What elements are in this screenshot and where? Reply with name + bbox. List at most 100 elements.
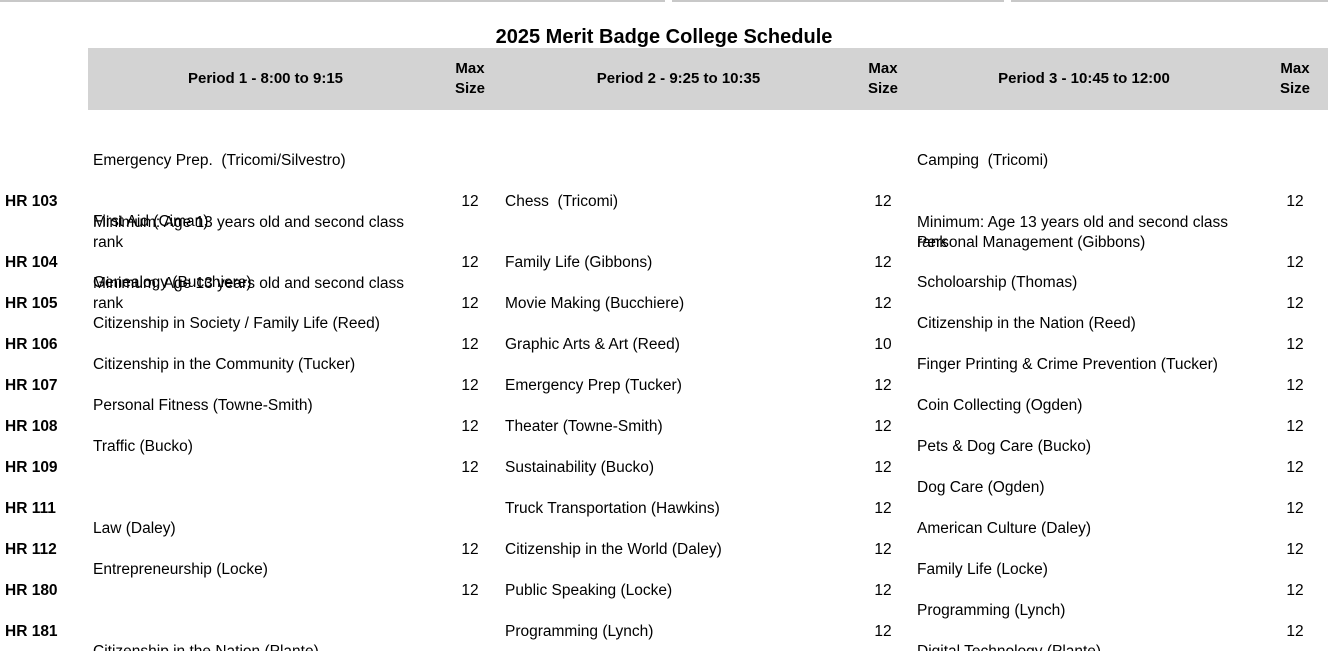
period2-max-size: 12 bbox=[874, 499, 892, 517]
class-name: Citizenship in the Community (Tucker) bbox=[93, 356, 356, 373]
class-name: Citizenship in the World (Daley) bbox=[505, 540, 722, 558]
table-row: HR 180 Entrepreneurship (Locke) 12 Publi… bbox=[0, 519, 1328, 599]
period3-max-size: 12 bbox=[1286, 499, 1304, 517]
period1-class-cell: Emergency Prep. (Tricomi/Silvestro) Mini… bbox=[88, 110, 443, 295]
period2-class-cell: Emergency Prep (Tucker) bbox=[497, 335, 860, 438]
period1-class-cell: First Aid (Ciman) Minimum: Age 13 years … bbox=[88, 171, 443, 356]
class-name: Chess (Tricomi) bbox=[505, 193, 619, 210]
period1-max-size: 12 bbox=[461, 335, 479, 353]
period3-class-cell: Scholoarship (Thomas) bbox=[906, 232, 1262, 376]
table-row: HR 109 Traffic (Bucko) 12 Sustainability… bbox=[0, 396, 1328, 476]
class-requirement-note: Minimum: Age 13 years old and second cla… bbox=[93, 213, 409, 252]
period1-class-cell: Genealogy (Bucchiere) bbox=[88, 232, 443, 376]
header-max-size-2: Max Size bbox=[860, 48, 906, 110]
period2-max-size: 12 bbox=[874, 581, 892, 599]
class-name: Movie Making (Bucchiere) bbox=[505, 294, 685, 312]
table-row: HR 112 Law (Daley) 12 Citizenship in the… bbox=[0, 478, 1328, 558]
table-row: HR 103 Emergency Prep. (Tricomi/Silvestr… bbox=[0, 110, 1328, 251]
period3-max-size: 12 bbox=[1286, 581, 1304, 599]
period3-max-size: 12 bbox=[1286, 458, 1304, 476]
homeroom-label: HR 106 bbox=[5, 335, 58, 353]
period1-class-cell: Law (Daley) bbox=[88, 478, 443, 622]
period2-class-cell: Chess (Tricomi) bbox=[497, 151, 860, 254]
class-name: Citizenship in Society / Family Life (Re… bbox=[93, 315, 380, 332]
class-name: Theater (Towne-Smith) bbox=[505, 417, 663, 435]
class-name: Personal Management (Gibbons) bbox=[917, 233, 1146, 251]
period1-class-cell: Citizenship in Society / Family Life (Re… bbox=[88, 273, 443, 417]
homeroom-label: HR 107 bbox=[5, 376, 58, 394]
period3-max-size: 12 bbox=[1286, 254, 1304, 271]
class-name: Family Life (Gibbons) bbox=[505, 254, 653, 271]
class-name: Traffic (Bucko) bbox=[93, 438, 193, 455]
class-name: Programming (Lynch) bbox=[917, 602, 1066, 619]
period3-class-cell: Digital Technology (Plante) bbox=[906, 601, 1262, 651]
period3-class-cell: Coin Collecting (Ogden) bbox=[906, 355, 1262, 499]
period1-class-cell: Entrepreneurship (Locke) bbox=[88, 519, 443, 651]
top-border-segment bbox=[0, 0, 665, 2]
period2-max-size: 12 bbox=[874, 193, 892, 210]
class-name: American Culture (Daley) bbox=[917, 520, 1091, 537]
period1-class-cell: Citizenship in the Community (Tucker) bbox=[88, 314, 443, 458]
class-name: Digital Technology (Plante) bbox=[917, 642, 1257, 651]
period3-class-cell: Dog Care (Ogden) bbox=[906, 437, 1262, 581]
period1-max-size: 12 bbox=[461, 294, 479, 312]
period3-class-cell: Programming (Lynch) bbox=[906, 560, 1262, 651]
period2-max-size: 12 bbox=[874, 458, 892, 476]
period3-max-size: 12 bbox=[1286, 540, 1304, 558]
class-name: Family Life (Locke) bbox=[917, 561, 1048, 578]
schedule-table: Period 1 - 8:00 to 9:15 Max Size Period … bbox=[0, 48, 1328, 651]
period2-class-cell: Theater (Towne-Smith) bbox=[497, 376, 860, 479]
period2-max-size: 12 bbox=[874, 294, 892, 312]
period1-max-size: 12 bbox=[461, 193, 479, 210]
class-name: Finger Printing & Crime Prevention (Tuck… bbox=[917, 356, 1218, 373]
class-name: Graphic Arts & Art (Reed) bbox=[505, 335, 680, 353]
period1-max-size: 12 bbox=[461, 254, 479, 271]
header-hr-spacer bbox=[0, 48, 88, 110]
table-header-row: Period 1 - 8:00 to 9:15 Max Size Period … bbox=[0, 48, 1328, 110]
period3-class-cell: American Culture (Daley) bbox=[906, 478, 1262, 622]
homeroom-label: HR 180 bbox=[5, 581, 58, 599]
period2-class-cell: Programming (Lynch) bbox=[497, 581, 860, 651]
table-row: HR 106 Citizenship in Society / Family L… bbox=[0, 273, 1328, 353]
homeroom-label: HR 103 bbox=[5, 193, 58, 210]
class-name: Citizenship in the Nation (Plante) bbox=[93, 642, 433, 651]
class-name: Genealogy (Bucchiere) bbox=[93, 274, 252, 291]
class-name: Entrepreneurship (Locke) bbox=[93, 561, 268, 578]
class-name: Sustainability (Bucko) bbox=[505, 458, 655, 476]
homeroom-label: HR 104 bbox=[5, 254, 58, 271]
period2-class-cell: Public Speaking (Locke) bbox=[497, 540, 860, 643]
homeroom-label: HR 105 bbox=[5, 294, 58, 312]
period2-max-size: 12 bbox=[874, 540, 892, 558]
class-name: Emergency Prep. (Tricomi/Silvestro) bbox=[93, 152, 346, 169]
period3-class-cell: Camping (Tricomi) Minimum: Age 13 years … bbox=[906, 110, 1262, 295]
homeroom-label: HR 109 bbox=[5, 458, 58, 476]
top-border-segment bbox=[1011, 0, 1328, 2]
period3-max-size: 12 bbox=[1286, 193, 1304, 210]
top-border-segment bbox=[672, 0, 1004, 2]
period3-class-cell: Finger Printing & Crime Prevention (Tuck… bbox=[906, 314, 1262, 458]
period3-max-size: 12 bbox=[1286, 335, 1304, 353]
table-row: HR 108 Personal Fitness (Towne-Smith) 12… bbox=[0, 355, 1328, 435]
period2-class-cell: Graphic Arts & Art (Reed) bbox=[497, 294, 860, 397]
homeroom-label: HR 111 bbox=[5, 499, 56, 517]
period1-max-size: 12 bbox=[461, 581, 479, 599]
header-period-1: Period 1 - 8:00 to 9:15 bbox=[88, 48, 443, 110]
period2-class-cell: Citizenship in the World (Daley) bbox=[497, 499, 860, 602]
class-name: Citizenship in the Nation (Reed) bbox=[917, 315, 1136, 332]
period1-class-cell: Citizenship in the Nation (Plante) bbox=[88, 601, 443, 651]
class-name: Coin Collecting (Ogden) bbox=[917, 397, 1083, 414]
period1-max-size: 12 bbox=[461, 376, 479, 394]
period1-class-cell: Personal Fitness (Towne-Smith) bbox=[88, 355, 443, 499]
homeroom-label: HR 181 bbox=[5, 622, 58, 640]
class-name: Truck Transportation (Hawkins) bbox=[505, 499, 720, 517]
period2-class-cell: Sustainability (Bucko) bbox=[497, 417, 860, 520]
period2-class-cell: Truck Transportation (Hawkins) bbox=[497, 458, 860, 561]
header-max-size-1: Max Size bbox=[443, 48, 497, 110]
class-requirement-note: Minimum: Age 13 years old and second cla… bbox=[917, 213, 1233, 252]
period2-max-size: 10 bbox=[874, 335, 892, 353]
class-name: Law (Daley) bbox=[93, 520, 176, 537]
class-name: Personal Fitness (Towne-Smith) bbox=[93, 397, 313, 414]
period2-max-size: 12 bbox=[874, 417, 892, 435]
period3-class-cell: Pets & Dog Care (Bucko) bbox=[906, 396, 1262, 540]
